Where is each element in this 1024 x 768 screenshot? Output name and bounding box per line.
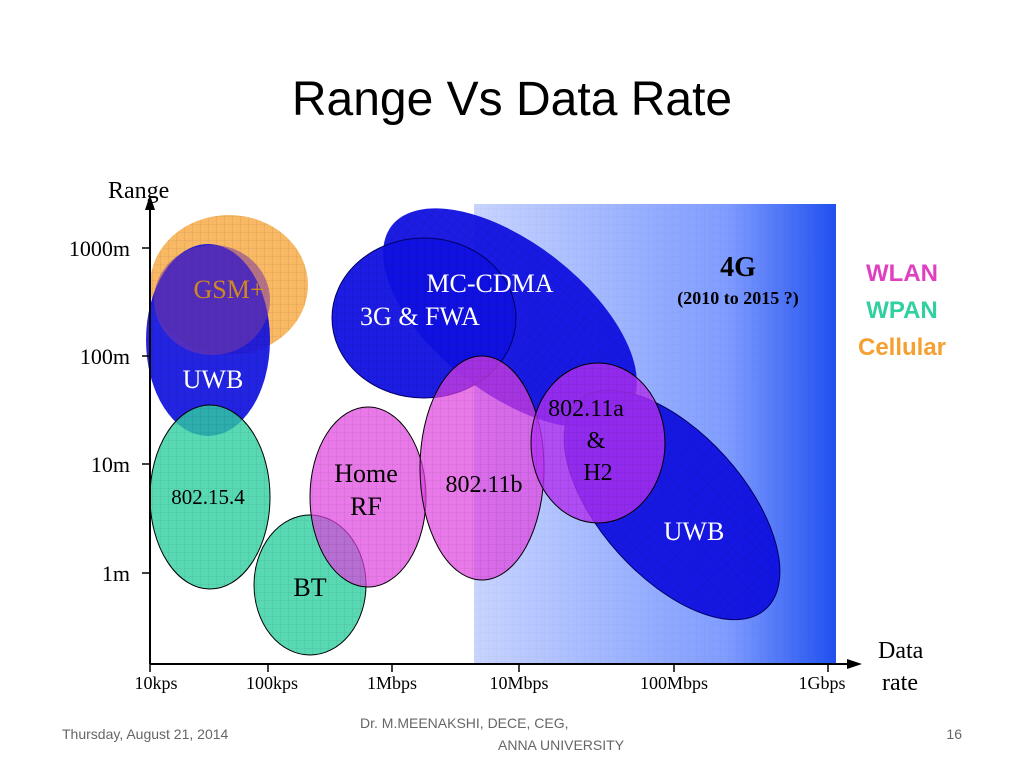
y-tick-marks bbox=[142, 247, 150, 574]
legend: WLAN WPAN Cellular bbox=[858, 260, 946, 361]
x-axis-label-line1: Data bbox=[878, 638, 924, 664]
label-802-15-4: 802.15.4 bbox=[171, 485, 245, 509]
label-uwb-left: UWB bbox=[183, 365, 244, 394]
page-number: 16 bbox=[946, 726, 962, 742]
region-4g-subtitle: (2010 to 2015 ?) bbox=[677, 288, 798, 309]
x-tick-marks bbox=[149, 664, 829, 672]
legend-wlan: WLAN bbox=[866, 260, 938, 287]
label-mc-cdma: MC-CDMA bbox=[426, 269, 553, 298]
footer-author: Dr. M.MEENAKSHI, DECE, CEG, ANNA UNIVERS… bbox=[360, 712, 624, 756]
region-4g-title: 4G bbox=[720, 252, 756, 283]
footer-date: Thursday, August 21, 2014 bbox=[62, 726, 229, 742]
label-home-rf-2: RF bbox=[350, 492, 382, 521]
legend-wpan: WPAN bbox=[866, 297, 938, 324]
label-home-rf-1: Home bbox=[334, 459, 398, 488]
y-tick-label: 1000m bbox=[69, 236, 130, 261]
x-axis-label-line2: rate bbox=[882, 670, 918, 696]
label-802-11a-1: 802.11a bbox=[548, 396, 624, 422]
x-tick-label: 100Mbps bbox=[640, 673, 708, 693]
y-tick-label: 1m bbox=[102, 561, 130, 586]
legend-cellular: Cellular bbox=[858, 334, 946, 361]
footer-author-line2: ANNA UNIVERSITY bbox=[498, 737, 625, 753]
range-vs-datarate-diagram: 1000m 100m 10m 1m Range 10kps 100kps 1Mb… bbox=[69, 178, 946, 696]
y-tick-label: 10m bbox=[91, 452, 130, 477]
label-802-11b: 802.11b bbox=[445, 472, 522, 498]
label-bt: BT bbox=[293, 573, 326, 602]
label-gsm: GSM+ bbox=[193, 275, 264, 304]
ellipse-802-15-4 bbox=[149, 404, 271, 590]
x-tick-label: 10kps bbox=[134, 673, 177, 693]
slide-title: Range Vs Data Rate bbox=[291, 73, 733, 126]
x-tick-label: 100kps bbox=[246, 673, 298, 693]
label-802-11a-2: & bbox=[587, 428, 606, 454]
x-tick-label: 10Mbps bbox=[489, 673, 548, 693]
ellipse-802-11b bbox=[419, 355, 545, 581]
x-axis bbox=[150, 659, 862, 669]
label-802-11a-3: H2 bbox=[583, 460, 612, 486]
y-tick-label: 100m bbox=[80, 344, 130, 369]
overlap-gsm-uwb bbox=[154, 245, 270, 355]
ellipse-802-11a bbox=[530, 362, 666, 524]
label-uwb-right: UWB bbox=[664, 517, 725, 546]
y-axis bbox=[145, 195, 155, 664]
label-3g-fwa: 3G & FWA bbox=[360, 302, 480, 331]
y-axis-label: Range bbox=[108, 178, 169, 204]
footer-author-line1: Dr. M.MEENAKSHI, DECE, CEG, bbox=[360, 715, 569, 731]
x-tick-label: 1Mbps bbox=[367, 673, 417, 693]
x-tick-label: 1Gbps bbox=[798, 673, 845, 693]
